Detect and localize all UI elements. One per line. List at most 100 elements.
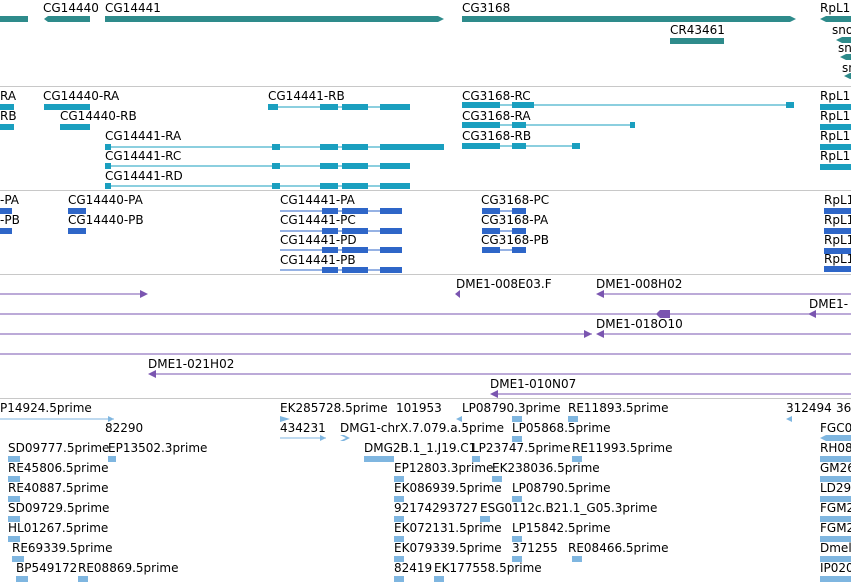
transcript-label[interactable]: CG14441-RD bbox=[105, 169, 183, 183]
gene-feature[interactable] bbox=[462, 16, 796, 22]
protein-feature[interactable] bbox=[380, 247, 402, 253]
est-label[interactable]: LP15842.5prime bbox=[512, 521, 611, 535]
protein-feature[interactable] bbox=[380, 267, 402, 273]
transcript-exon[interactable] bbox=[320, 144, 338, 150]
protein-feature[interactable] bbox=[824, 228, 851, 234]
est-feature[interactable] bbox=[820, 435, 851, 441]
transcript-exon[interactable] bbox=[272, 183, 280, 189]
transcript-exon[interactable] bbox=[105, 183, 111, 189]
est-feature[interactable] bbox=[434, 576, 444, 582]
clone-label[interactable]: DME1-010N07 bbox=[490, 377, 577, 391]
est-label[interactable]: RE11893.5prime bbox=[568, 401, 669, 415]
transcript-exon[interactable] bbox=[820, 144, 851, 150]
protein-feature[interactable] bbox=[342, 247, 368, 253]
protein-feature[interactable] bbox=[512, 208, 526, 214]
est-label[interactable]: FGM2 bbox=[820, 501, 851, 515]
est-feature[interactable] bbox=[8, 516, 20, 522]
protein-feature[interactable] bbox=[322, 228, 338, 234]
est-label[interactable]: EK079339.5prime bbox=[394, 541, 502, 555]
gene-feature[interactable] bbox=[844, 73, 851, 79]
clone-label[interactable]: DME1-021H02 bbox=[148, 357, 235, 371]
est-feature[interactable] bbox=[78, 576, 88, 582]
est-feature[interactable] bbox=[394, 576, 404, 582]
transcript-label[interactable]: CG3168-RB bbox=[462, 129, 532, 143]
est-feature[interactable] bbox=[820, 576, 851, 582]
transcript-exon[interactable] bbox=[512, 122, 526, 128]
protein-feature[interactable] bbox=[342, 267, 368, 273]
transcript-exon[interactable] bbox=[105, 144, 111, 150]
gene-feature[interactable] bbox=[836, 37, 851, 43]
transcript-exon[interactable] bbox=[60, 124, 90, 130]
est-label[interactable]: RE11993.5prime bbox=[572, 441, 673, 455]
gene-label[interactable]: CG14441 bbox=[105, 1, 161, 15]
protein-feature[interactable] bbox=[482, 247, 500, 253]
transcript-label[interactable]: CG14441-RC bbox=[105, 149, 182, 163]
est-label[interactable]: EP12803.3prime bbox=[394, 461, 494, 475]
est-feature[interactable] bbox=[394, 476, 404, 482]
est-label[interactable]: DMG2B.1_1.J19.C1 bbox=[364, 441, 477, 455]
protein-feature[interactable] bbox=[824, 248, 851, 254]
est-label[interactable]: P14924.5prime bbox=[0, 401, 92, 415]
transcript-exon[interactable] bbox=[44, 104, 90, 110]
est-feature[interactable] bbox=[8, 476, 20, 482]
transcript-label[interactable]: CG3168-RC bbox=[462, 89, 531, 103]
est-label[interactable]: SD09777.5prime bbox=[8, 441, 110, 455]
est-label[interactable]: LP08790.3prime bbox=[462, 401, 561, 415]
est-feature[interactable] bbox=[364, 456, 394, 462]
transcript-exon[interactable] bbox=[320, 104, 338, 110]
est-label[interactable]: LD29 bbox=[820, 481, 851, 495]
protein-feature[interactable] bbox=[824, 266, 851, 272]
protein-feature[interactable] bbox=[380, 228, 402, 234]
protein-feature[interactable] bbox=[0, 208, 12, 214]
gene-label[interactable]: CG3168 bbox=[462, 1, 511, 15]
transcript-exon[interactable] bbox=[462, 122, 500, 128]
transcript-exon[interactable] bbox=[320, 183, 338, 189]
est-feature[interactable] bbox=[512, 556, 522, 562]
transcript-exon[interactable] bbox=[380, 183, 410, 189]
gene-feature[interactable] bbox=[670, 38, 724, 44]
est-label[interactable]: 371255 bbox=[512, 541, 558, 555]
est-label[interactable]: EK238036.5prime bbox=[492, 461, 600, 475]
protein-feature[interactable] bbox=[512, 247, 526, 253]
est-feature[interactable] bbox=[786, 416, 792, 422]
transcript-label[interactable]: RpL1 bbox=[820, 89, 851, 103]
protein-label[interactable]: CG3168-PC bbox=[481, 193, 550, 207]
est-feature[interactable] bbox=[108, 456, 116, 462]
est-label[interactable]: IP020 bbox=[820, 561, 851, 575]
transcript-label[interactable]: CG3168-RA bbox=[462, 109, 531, 123]
clone-label[interactable]: DME1-018O10 bbox=[596, 317, 683, 331]
transcript-exon[interactable] bbox=[820, 164, 851, 170]
est-label[interactable]: SD09729.5prime bbox=[8, 501, 110, 515]
est-feature[interactable] bbox=[820, 456, 851, 462]
protein-label[interactable]: CG14441-PD bbox=[280, 233, 357, 247]
transcript-exon[interactable] bbox=[342, 183, 368, 189]
transcript-exon[interactable] bbox=[462, 143, 500, 149]
est-feature[interactable] bbox=[512, 416, 522, 422]
transcript-exon[interactable] bbox=[462, 102, 500, 108]
transcript-label[interactable]: RpL1 bbox=[820, 109, 851, 123]
clone-label[interactable]: DME1-008E03.F bbox=[456, 277, 552, 291]
est-feature[interactable] bbox=[16, 576, 28, 582]
est-label[interactable]: BP549172 bbox=[16, 561, 78, 575]
protein-label[interactable]: -PA bbox=[0, 193, 20, 207]
gene-label[interactable]: sn bbox=[842, 61, 851, 75]
transcript-exon[interactable] bbox=[380, 163, 410, 169]
transcript-exon[interactable] bbox=[342, 104, 368, 110]
est-feature[interactable] bbox=[820, 556, 851, 562]
est-feature[interactable] bbox=[394, 536, 404, 542]
est-label[interactable]: RH08 bbox=[820, 441, 851, 455]
est-label[interactable]: Dmel bbox=[820, 541, 851, 555]
est-feature[interactable] bbox=[8, 496, 20, 502]
protein-feature[interactable] bbox=[68, 228, 86, 234]
transcript-label[interactable]: RA bbox=[0, 89, 17, 103]
protein-label[interactable]: CG14441-PA bbox=[280, 193, 355, 207]
est-feature[interactable] bbox=[8, 536, 20, 542]
protein-label[interactable]: RpL1 bbox=[824, 213, 851, 227]
protein-feature[interactable] bbox=[342, 228, 368, 234]
est-label[interactable]: EK072131.5prime bbox=[394, 521, 502, 535]
est-feature[interactable] bbox=[340, 435, 350, 441]
gene-feature[interactable] bbox=[105, 16, 444, 22]
protein-label[interactable]: RpL1 bbox=[824, 252, 851, 266]
est-feature[interactable] bbox=[280, 416, 290, 422]
transcript-exon[interactable] bbox=[630, 122, 635, 128]
